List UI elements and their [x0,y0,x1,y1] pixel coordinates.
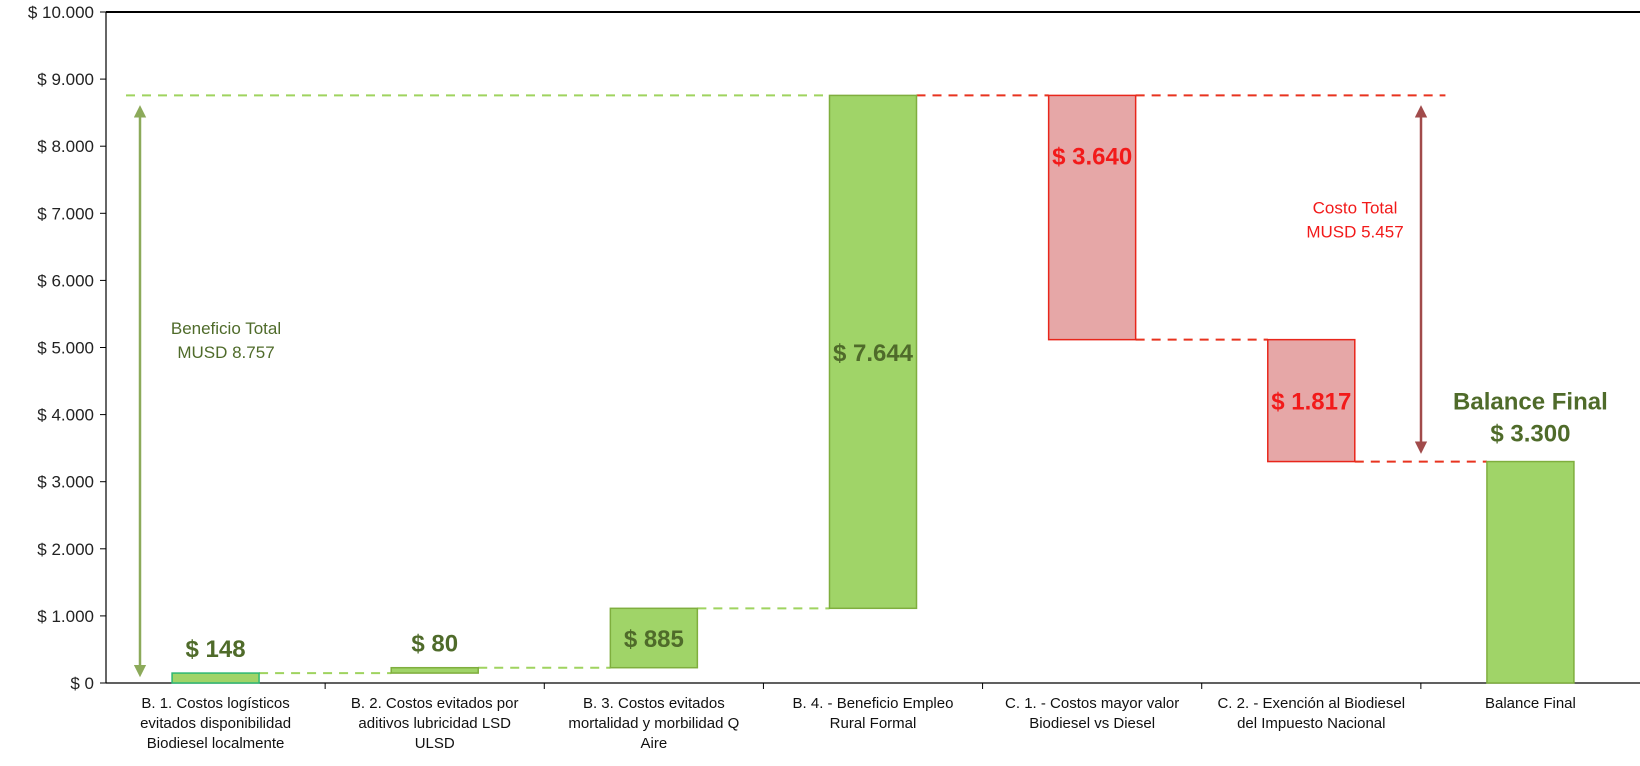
x-category-label: B. 4. - Beneficio Empleo [793,695,954,712]
x-category-label: Biodiesel localmente [147,735,285,752]
x-category-label: aditivos lubricidad LSD [358,715,511,732]
y-tick-label: $ 4.000 [37,406,94,425]
x-category-label: evitados disponibilidad [140,715,291,732]
y-tick-label: $ 3.000 [37,473,94,492]
y-tick-label: $ 8.000 [37,137,94,156]
x-category-label: B. 3. Costos evitados [583,695,725,712]
x-category-label: C. 1. - Costos mayor valor [1005,695,1179,712]
waterfall-bar [390,666,479,674]
y-tick-label: $ 0 [70,674,94,693]
y-tick-label: $ 1.000 [37,607,94,626]
x-category-label: Biodiesel vs Diesel [1029,715,1155,732]
data-label: $ 885 [624,626,684,653]
data-label: $ 1.817 [1271,389,1351,416]
data-label: $ 80 [411,631,458,658]
waterfall-bar [1047,94,1137,341]
y-tick-label: $ 7.000 [37,204,94,223]
x-category-label: ULSD [415,735,455,752]
balance-final-title: Balance Final [1453,389,1608,416]
waterfall-bar [1267,338,1356,463]
waterfall-bar [828,94,918,610]
waterfall-bar [609,607,699,669]
data-label: $ 148 [186,636,246,663]
data-label: $ 7.644 [833,340,914,367]
waterfall-bar [171,672,260,684]
waterfall-bar [1486,460,1575,684]
data-label: $ 3.300 [1490,421,1570,448]
benefit-total-annotation: Beneficio Total [171,319,281,338]
y-tick-label: $ 6.000 [37,271,94,290]
y-tick-label: $ 2.000 [37,540,94,559]
x-category-label: Balance Final [1485,695,1576,712]
x-category-label: mortalidad y morbilidad Q [568,715,739,732]
data-label: $ 3.640 [1052,143,1132,170]
y-tick-label: $ 9.000 [37,70,94,89]
x-category-label: B. 2. Costos evitados por [351,695,519,712]
y-tick-label: $ 10.000 [28,3,94,22]
x-category-label: C. 2. - Exención al Biodiesel [1217,695,1405,712]
x-category-label: Rural Formal [830,715,917,732]
x-category-label: Aire [641,735,668,752]
x-category-label: del Impuesto Nacional [1237,715,1385,732]
cost-total-annotation: MUSD 5.457 [1306,222,1403,241]
benefit-total-annotation: MUSD 8.757 [177,343,274,362]
y-tick-label: $ 5.000 [37,339,94,358]
cost-total-annotation: Costo Total [1313,198,1398,217]
x-category-label: B. 1. Costos logísticos [141,695,289,712]
